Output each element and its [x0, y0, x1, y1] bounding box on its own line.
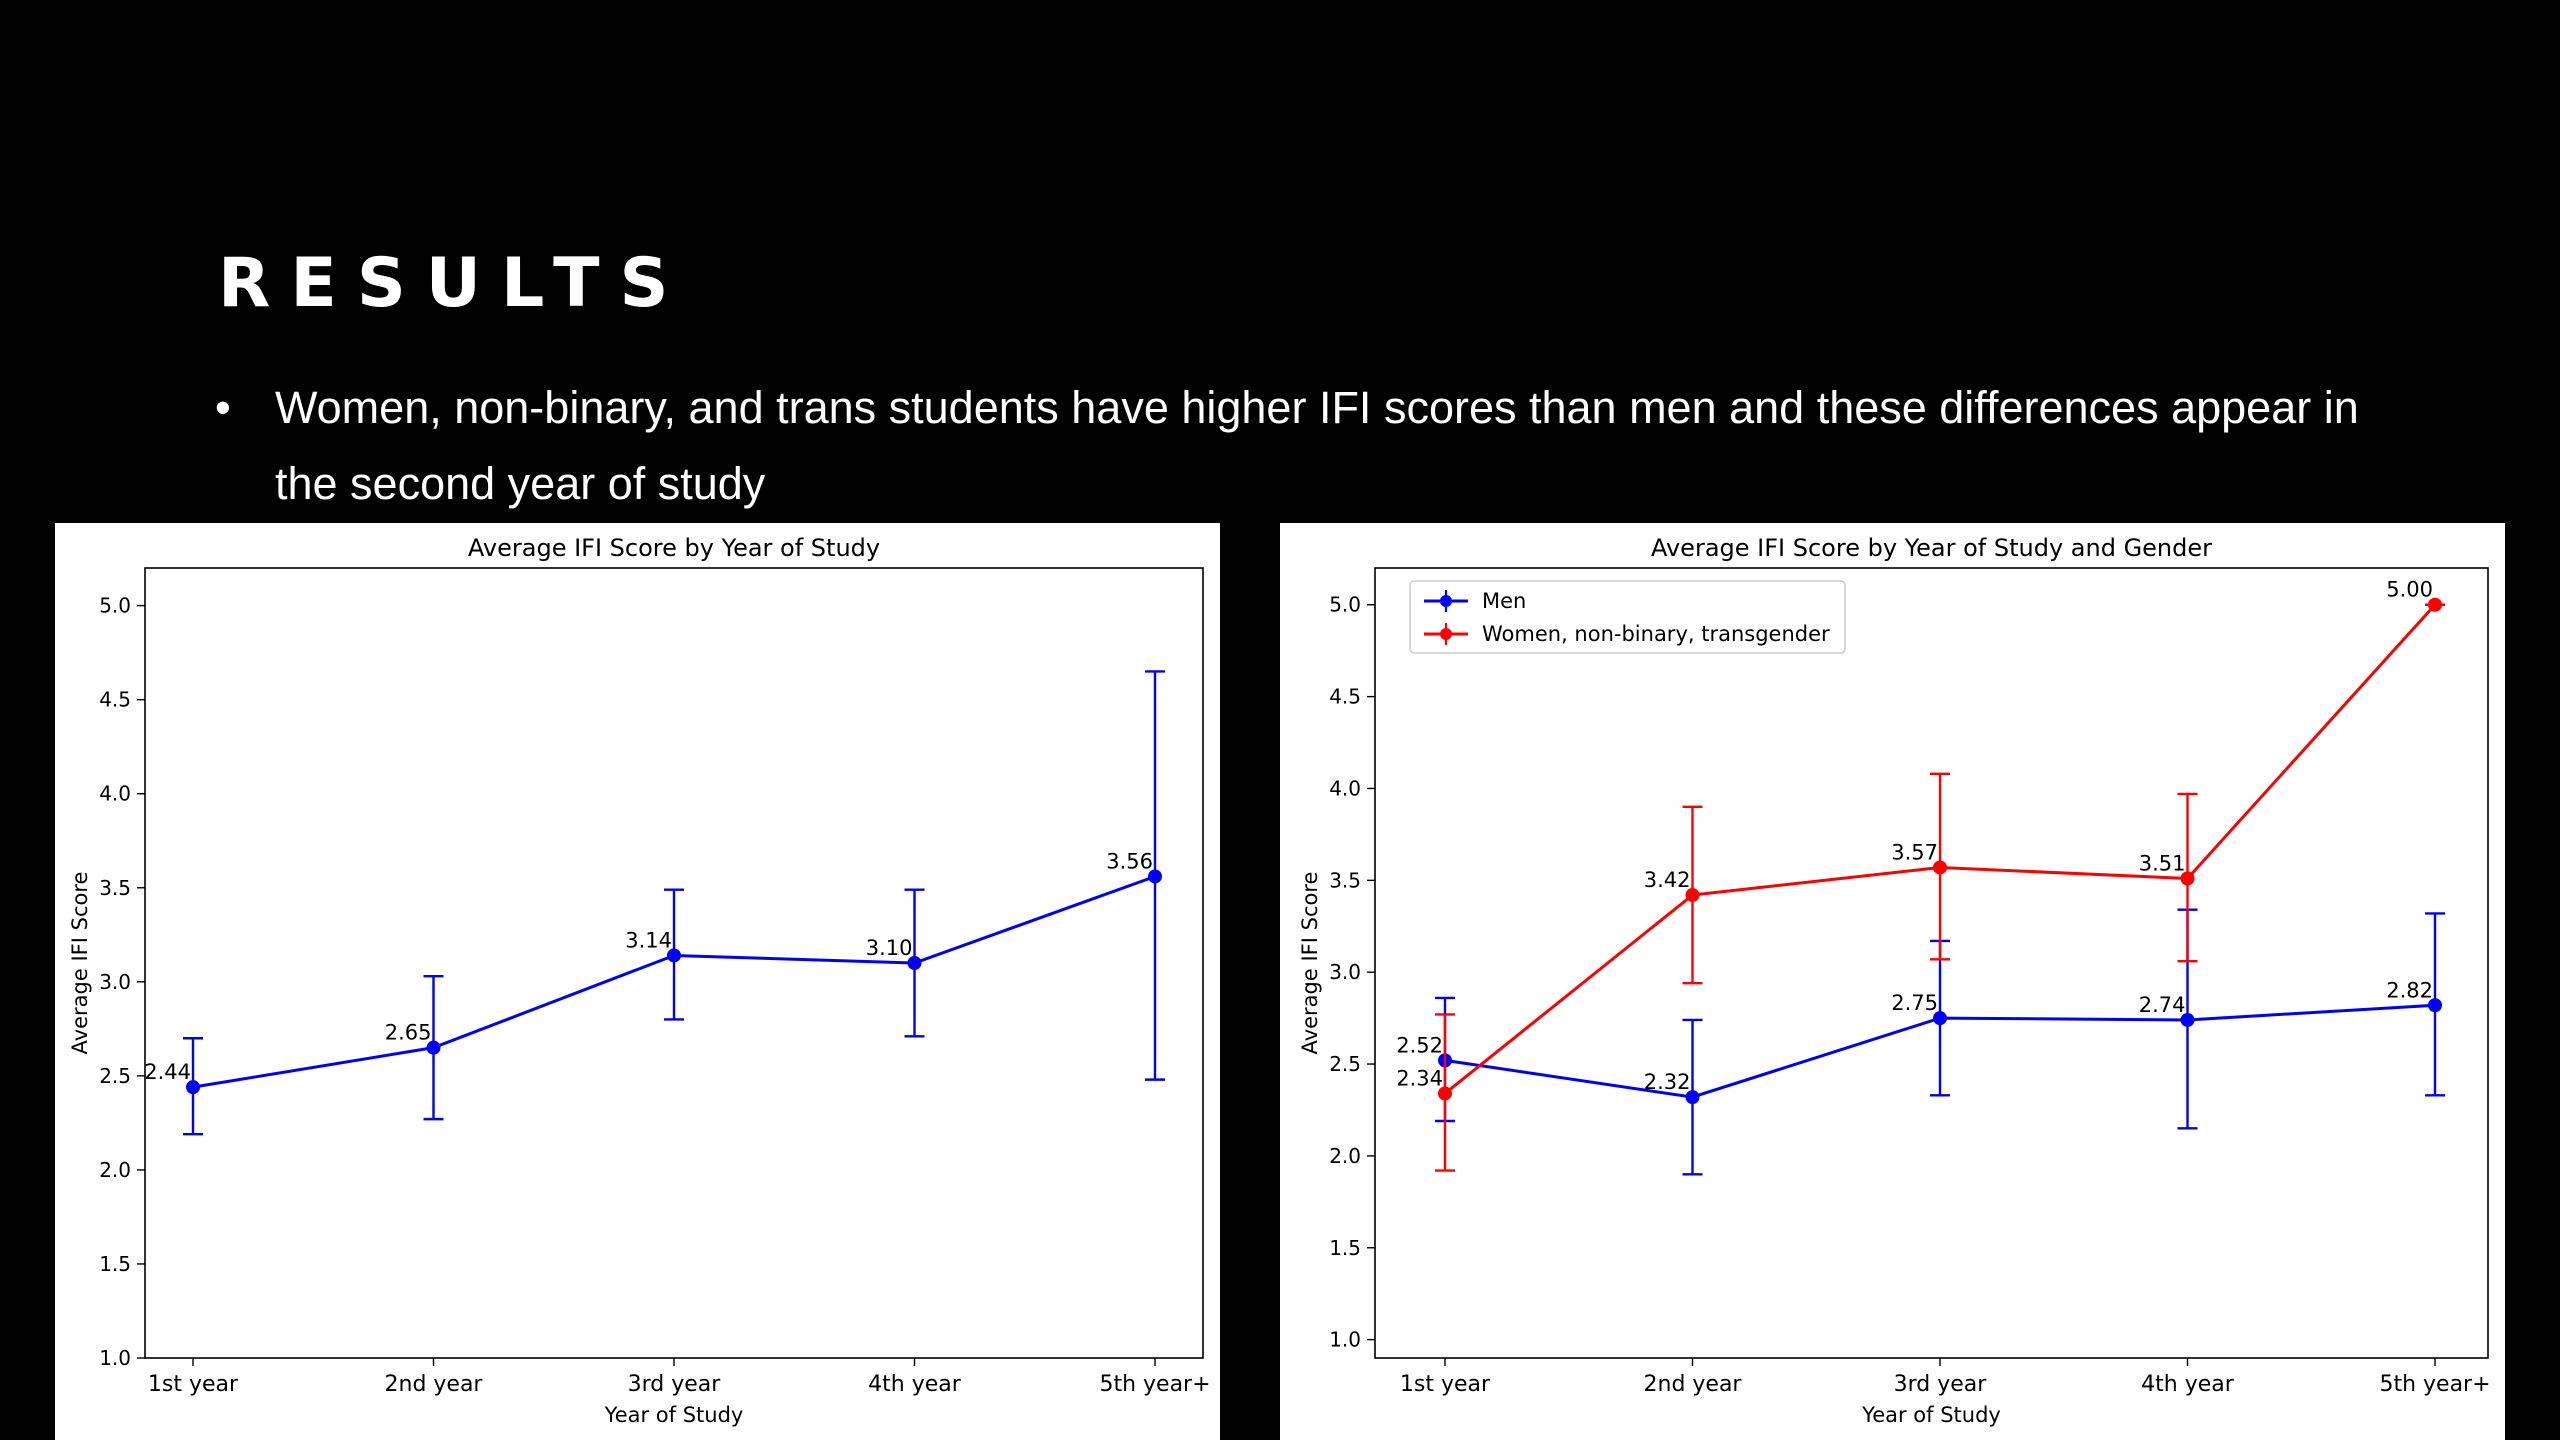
y-tick-label: 4.5: [99, 688, 131, 712]
y-axis-label: Average IFI Score: [1298, 872, 1322, 1055]
x-tick-label: 5th year+: [2379, 1372, 2490, 1397]
bullet-dot: •: [215, 382, 231, 433]
y-tick-label: 4.0: [1329, 776, 1361, 800]
y-tick-label: 2.5: [1329, 1052, 1361, 1076]
x-tick-label: 1st year: [1400, 1372, 1491, 1397]
x-tick-label: 5th year+: [1099, 1372, 1210, 1397]
y-tick-label: 3.5: [99, 876, 131, 900]
data-label: 2.82: [2386, 978, 2433, 1002]
data-point: [1685, 888, 1700, 903]
chart-panel-gender: Average IFI Score by Year of Study and G…: [1280, 523, 2505, 1440]
data-label: 2.65: [385, 1021, 432, 1045]
data-label: 3.42: [1644, 868, 1691, 892]
data-label: 2.44: [144, 1060, 191, 1084]
x-tick-label: 2nd year: [385, 1372, 484, 1397]
y-tick-label: 1.0: [1329, 1328, 1361, 1352]
data-label: 3.56: [1106, 849, 1153, 873]
legend-swatch-marker: [1440, 628, 1452, 640]
data-point: [2428, 998, 2442, 1013]
chart-title: Average IFI Score by Year of Study: [468, 534, 880, 562]
legend-swatch-marker: [1440, 595, 1452, 607]
data-point: [1933, 1011, 1947, 1026]
data-label: 2.34: [1396, 1066, 1443, 1090]
data-point: [1933, 860, 1947, 875]
bullet-text: Women, non-binary, and trans students ha…: [275, 382, 2359, 509]
data-point: [186, 1080, 200, 1095]
bullet-point: • Women, non-binary, and trans students …: [215, 370, 2415, 522]
legend-entry: Women, non-binary, transgender: [1482, 622, 1830, 646]
chart-title: Average IFI Score by Year of Study and G…: [1651, 534, 2212, 562]
series-0: 2.44 2.65 3.14 3.10 3.56: [144, 670, 1165, 1136]
chart-panel-overall: Average IFI Score by Year of Study Year o…: [55, 523, 1220, 1440]
data-point: [1438, 1086, 1452, 1101]
y-tick-label: 4.0: [99, 782, 131, 806]
data-point: [1685, 1090, 1700, 1105]
y-tick-label: 1.5: [99, 1252, 131, 1276]
y-tick-label: 5.0: [99, 594, 131, 618]
legend-entry: Men: [1482, 589, 1526, 613]
x-tick-label: 1st year: [148, 1372, 239, 1397]
y-tick-label: 3.0: [1329, 960, 1361, 984]
series-0: 2.52 2.32 2.75 2.74 2.82: [1396, 908, 2445, 1176]
data-label: 2.74: [2139, 993, 2186, 1017]
x-axis-label: Year of Study: [604, 1403, 744, 1427]
slide-title: RESULTS: [218, 244, 689, 323]
y-tick-label: 3.5: [1329, 868, 1361, 892]
data-label: 3.14: [625, 928, 672, 952]
data-point: [2428, 597, 2442, 612]
data-point: [907, 956, 922, 970]
data-point: [667, 948, 681, 963]
x-tick-label: 3rd year: [1894, 1372, 1988, 1397]
series-1: 2.34 3.42 3.57 3.51 5.00: [1396, 578, 2445, 1172]
data-label: 2.52: [1396, 1033, 1443, 1057]
x-tick-label: 2nd year: [1644, 1372, 1743, 1397]
y-tick-label: 4.5: [1329, 685, 1361, 709]
x-tick-label: 4th year: [2141, 1372, 2235, 1397]
legend-box: [1409, 580, 1846, 654]
x-axis-label: Year of Study: [1861, 1403, 2001, 1427]
y-tick-label: 2.5: [99, 1064, 131, 1088]
y-tick-label: 1.5: [1329, 1236, 1361, 1260]
x-tick-label: 3rd year: [628, 1372, 722, 1397]
y-tick-label: 1.0: [99, 1346, 131, 1370]
plot-frame: [1374, 567, 2489, 1359]
data-point: [2180, 1012, 2195, 1027]
y-tick-label: 3.0: [99, 970, 131, 994]
data-label: 3.10: [866, 936, 913, 960]
legend: Men Women, non-binary, transgender: [1409, 580, 1846, 654]
data-point: [1148, 869, 1162, 884]
chart-by-gender: Average IFI Score by Year of Study and G…: [1298, 534, 2491, 1427]
data-label: 3.57: [1891, 840, 1938, 864]
data-point: [426, 1040, 441, 1055]
data-label: 5.00: [2386, 578, 2433, 602]
data-point: [2180, 871, 2195, 886]
data-label: 3.51: [2139, 851, 2186, 875]
y-tick-label: 2.0: [99, 1158, 131, 1182]
y-tick-label: 2.0: [1329, 1144, 1361, 1168]
data-label: 2.75: [1891, 991, 1938, 1015]
data-label: 2.32: [1644, 1070, 1691, 1094]
x-tick-label: 4th year: [868, 1372, 962, 1397]
y-axis-label: Average IFI Score: [68, 872, 92, 1055]
y-tick-label: 5.0: [1329, 593, 1361, 617]
chart-overall: Average IFI Score by Year of Study Year o…: [68, 534, 1211, 1427]
